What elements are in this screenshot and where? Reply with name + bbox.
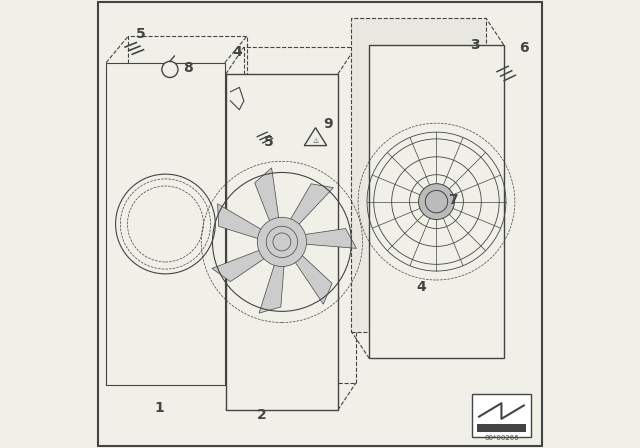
Polygon shape: [296, 228, 356, 248]
Polygon shape: [286, 184, 333, 231]
Circle shape: [257, 217, 307, 267]
Text: 9: 9: [324, 116, 333, 131]
Text: 6: 6: [520, 40, 529, 55]
Polygon shape: [351, 18, 486, 332]
Polygon shape: [259, 257, 285, 313]
Text: 4: 4: [233, 45, 243, 59]
Text: 1: 1: [154, 401, 164, 415]
Text: 4: 4: [417, 280, 426, 294]
Text: 8: 8: [184, 60, 193, 75]
Circle shape: [266, 226, 298, 258]
Polygon shape: [369, 45, 504, 358]
Text: ⚠: ⚠: [312, 138, 319, 144]
Polygon shape: [255, 168, 280, 229]
Polygon shape: [212, 247, 271, 282]
Text: 5: 5: [264, 134, 274, 149]
Circle shape: [426, 190, 448, 213]
Circle shape: [273, 233, 291, 251]
Polygon shape: [218, 204, 269, 241]
Polygon shape: [291, 250, 332, 304]
Text: 5: 5: [136, 27, 146, 41]
Polygon shape: [226, 74, 338, 410]
Circle shape: [419, 184, 454, 220]
Polygon shape: [106, 63, 225, 385]
Text: 00*00266: 00*00266: [484, 435, 519, 441]
Text: 3: 3: [470, 38, 480, 52]
Text: 7: 7: [448, 193, 458, 207]
FancyBboxPatch shape: [477, 424, 526, 432]
FancyBboxPatch shape: [472, 394, 531, 437]
Text: 2: 2: [257, 408, 267, 422]
Circle shape: [162, 61, 178, 78]
